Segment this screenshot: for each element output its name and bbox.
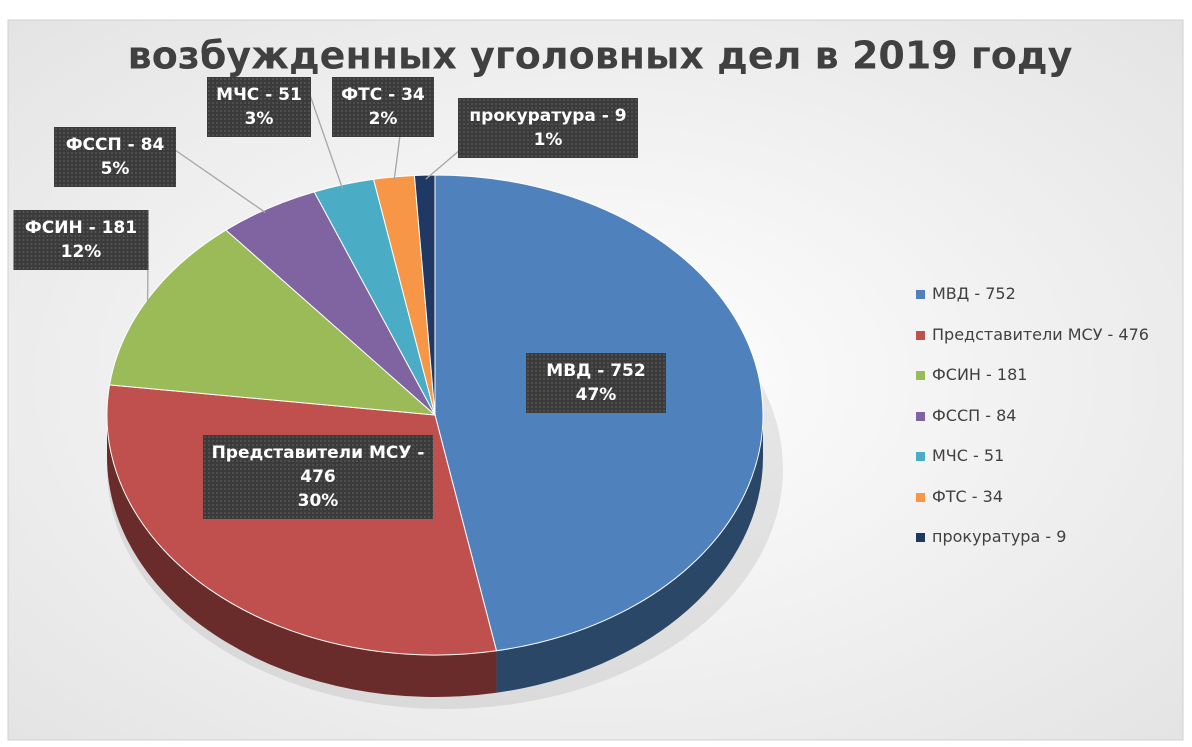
data-label-name: Представители МСУ - 476 (211, 443, 425, 487)
legend-swatch (916, 452, 925, 461)
legend-label: ФССП - 84 (932, 405, 1017, 425)
legend-swatch (916, 533, 925, 542)
slice-side (496, 415, 763, 693)
data-label: прокуратура - 9 1% (458, 98, 638, 158)
legend-swatch (916, 411, 925, 421)
data-label: ФТС - 34 2% (332, 77, 434, 137)
data-label: МЧС - 51 3% (207, 77, 311, 137)
data-label-name: ФТС - 34 (341, 85, 425, 105)
legend-label: МВД - 752 (932, 284, 1016, 303)
leader-line (309, 94, 344, 189)
data-label-value: 3% (244, 109, 274, 129)
data-label-name: ФССП - 84 (65, 135, 165, 155)
legend-label: Представители МСУ - 476 (932, 324, 1149, 344)
legend-label: ФТС - 34 (932, 486, 1004, 506)
data-label: ФСИН - 181 12% (13, 210, 149, 270)
legend-item: МВД - 752 (916, 284, 1016, 303)
data-label-value: 2% (368, 109, 398, 129)
slice (413, 174, 436, 416)
leader-line (393, 134, 401, 181)
legend-swatch (916, 371, 925, 380)
data-label-value: 30% (297, 491, 339, 511)
data-label-value: 1% (533, 130, 563, 150)
chart-title: возбужденных уголовных дел в 2019 году (128, 34, 1073, 78)
data-label-value: 47% (575, 385, 617, 405)
data-label-name: прокуратура - 9 (469, 106, 627, 126)
data-label-value: 5% (100, 159, 130, 179)
legend-item: прокуратура - 9 (916, 527, 1066, 546)
slice-side (107, 415, 497, 697)
data-label-name: МЧС - 51 (216, 85, 302, 105)
data-label: ФССП - 84 5% (54, 127, 176, 187)
data-label-value: 12% (60, 242, 102, 262)
legend-item: ФССП - 84 (916, 406, 1016, 425)
legend-swatch (916, 330, 925, 340)
leader-line (174, 149, 266, 213)
legend-item: ФСИН - 181 (916, 365, 1027, 384)
leader-line (425, 149, 461, 180)
data-label: Представители МСУ - 476 30% (203, 435, 433, 519)
legend-item: МЧС - 51 (916, 446, 1004, 465)
legend-label: прокуратура - 9 (932, 527, 1067, 546)
legend-label: ФСИН - 181 (932, 365, 1028, 384)
legend-label: МЧС - 51 (932, 446, 1005, 465)
legend-item: Представители МСУ - 476 (916, 325, 1149, 344)
data-label: МВД - 752 47% (526, 353, 666, 413)
legend-item: ФТС - 34 (916, 487, 1003, 506)
legend-swatch (916, 290, 925, 299)
data-label-name: МВД - 752 (546, 361, 646, 381)
data-label-name: ФСИН - 181 (24, 218, 138, 238)
legend-swatch (916, 492, 925, 502)
